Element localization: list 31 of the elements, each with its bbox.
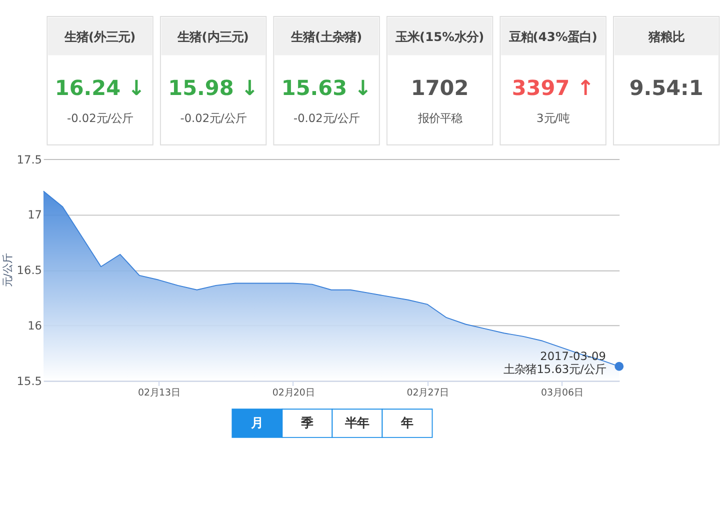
text: 3元/吨	[536, 111, 570, 126]
x-tick-label: 03月06日	[541, 387, 584, 398]
text: 月	[250, 416, 264, 430]
text: 生猪(外三元)	[63, 30, 136, 44]
text: -0.02元/公斤	[180, 111, 246, 126]
text: 15.63 ↓	[281, 76, 372, 100]
text: 9.54:1	[629, 76, 704, 100]
text: 生猪(内三元)	[176, 30, 249, 44]
text: 年	[400, 416, 414, 430]
y-tick-label: 16.5	[16, 263, 42, 278]
y-tick-label: 15.5	[16, 374, 42, 388]
y-axis-title: 元/公斤	[2, 254, 14, 288]
x-tick-label: 02月13日	[138, 387, 180, 398]
x-tick-label: 02月27日	[406, 387, 449, 398]
text: 豆粕(43%蛋白)	[508, 30, 598, 44]
text: 3397 ↑	[512, 76, 594, 100]
text: -0.02元/公斤	[294, 111, 360, 126]
y-tick-label: 17	[28, 208, 42, 222]
text: 报价平稳	[416, 111, 462, 126]
y-tick-label: 17.5	[16, 152, 42, 166]
y-tick-label: 16	[28, 318, 42, 333]
text: -0.02元/公斤	[66, 111, 134, 126]
text: 15.98 ↓	[168, 76, 258, 100]
text: 季	[300, 416, 314, 430]
text: 猪粮比	[647, 30, 684, 44]
text: 玉米(15%水分)	[394, 30, 484, 44]
text: 生猪(土杂猪)	[290, 30, 362, 44]
text: 半年	[344, 416, 370, 430]
text: 1702	[410, 76, 469, 100]
x-tick-label: 02月20日	[272, 387, 314, 398]
text: 16.24 ↓	[54, 76, 146, 100]
